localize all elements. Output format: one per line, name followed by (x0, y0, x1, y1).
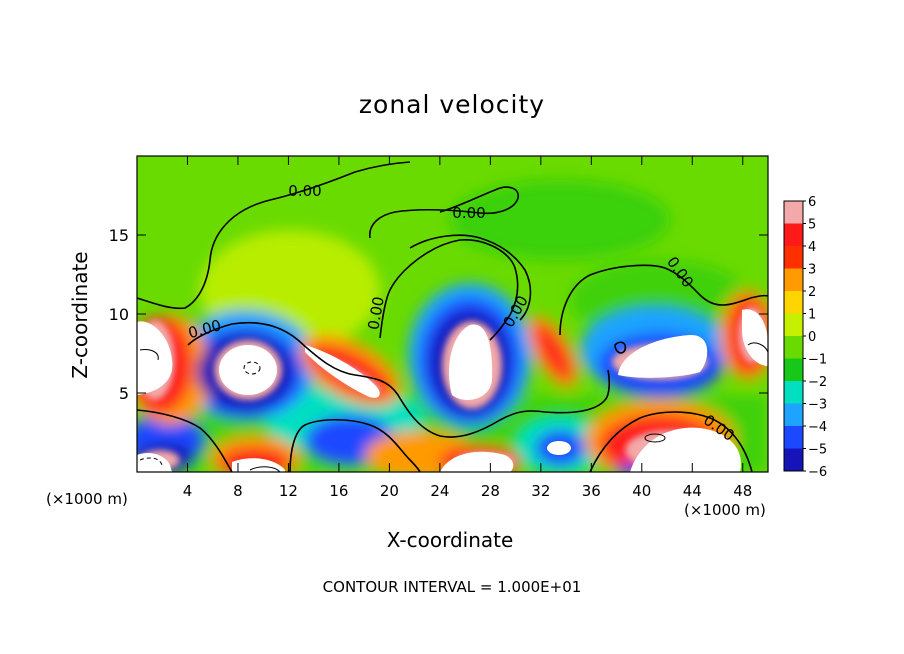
y-tick-label: 15 (109, 226, 129, 245)
colorbar: 6 5 4 3 2 1 0 −1 −2 −3 −4 −5 −6 (783, 195, 827, 480)
colorbar-label: 4 (808, 240, 816, 255)
velocity-field (137, 156, 768, 472)
chart-title: zonal velocity (358, 90, 546, 119)
x-tick-label: 4 (183, 482, 193, 500)
colorbar-label: −2 (808, 375, 827, 390)
colorbar-label: 0 (808, 330, 816, 345)
colorbar-swatch (784, 246, 803, 269)
contour-label: 0.00 (288, 182, 321, 200)
colorbar-label: 6 (808, 195, 816, 210)
colorbar-swatch (784, 448, 803, 471)
colorbar-swatch (784, 291, 803, 314)
colorbar-swatch (784, 201, 803, 224)
colorbar-label: −3 (808, 398, 827, 413)
x-unit-label-right: (×1000 m) (684, 501, 766, 519)
colorbar-label: −5 (808, 443, 827, 458)
colorbar-swatch (784, 268, 803, 291)
colorbar-swatch (784, 223, 803, 246)
x-tick-label: 44 (683, 482, 702, 500)
colorbar-label: −6 (808, 465, 827, 480)
x-tick-label: 36 (582, 482, 601, 500)
y-axis-label: Z-coordinate (68, 251, 92, 379)
y-axis-ticks: 5 10 15 (109, 226, 768, 403)
x-tick-label: 12 (279, 482, 298, 500)
x-tick-label: 24 (430, 482, 449, 500)
x-tick-label: 48 (733, 482, 752, 500)
contour-label: 0.00 (364, 295, 388, 331)
x-tick-label: 20 (380, 482, 399, 500)
x-unit-label-left: (×1000 m) (46, 490, 128, 508)
colorbar-label: 1 (808, 308, 816, 323)
colorbar-swatch (784, 381, 803, 404)
x-tick-label: 16 (329, 482, 348, 500)
colorbar-label: 5 (808, 218, 816, 233)
x-tick-label: 8 (233, 482, 243, 500)
x-tick-label: 28 (481, 482, 500, 500)
x-tick-label: 40 (632, 482, 651, 500)
contour-interval-note: CONTOUR INTERVAL = 1.000E+01 (322, 578, 582, 596)
x-axis-ticks: 4 8 12 16 20 24 28 32 36 40 44 48 (183, 156, 752, 500)
colorbar-swatch (784, 313, 803, 336)
x-axis-label: X-coordinate (386, 528, 514, 552)
colorbar-swatch (784, 336, 803, 359)
colorbar-label: 2 (808, 285, 816, 300)
colorbar-label: −4 (808, 420, 827, 435)
y-tick-label: 5 (119, 384, 129, 403)
colorbar-swatch (784, 403, 803, 426)
contour-label: 0.00 (452, 204, 485, 222)
x-tick-label: 32 (531, 482, 550, 500)
colorbar-swatch (784, 426, 803, 449)
y-tick-label: 10 (109, 305, 129, 324)
colorbar-label: 3 (808, 263, 816, 278)
colorbar-swatch (784, 358, 803, 381)
colorbar-label: −1 (808, 353, 827, 368)
